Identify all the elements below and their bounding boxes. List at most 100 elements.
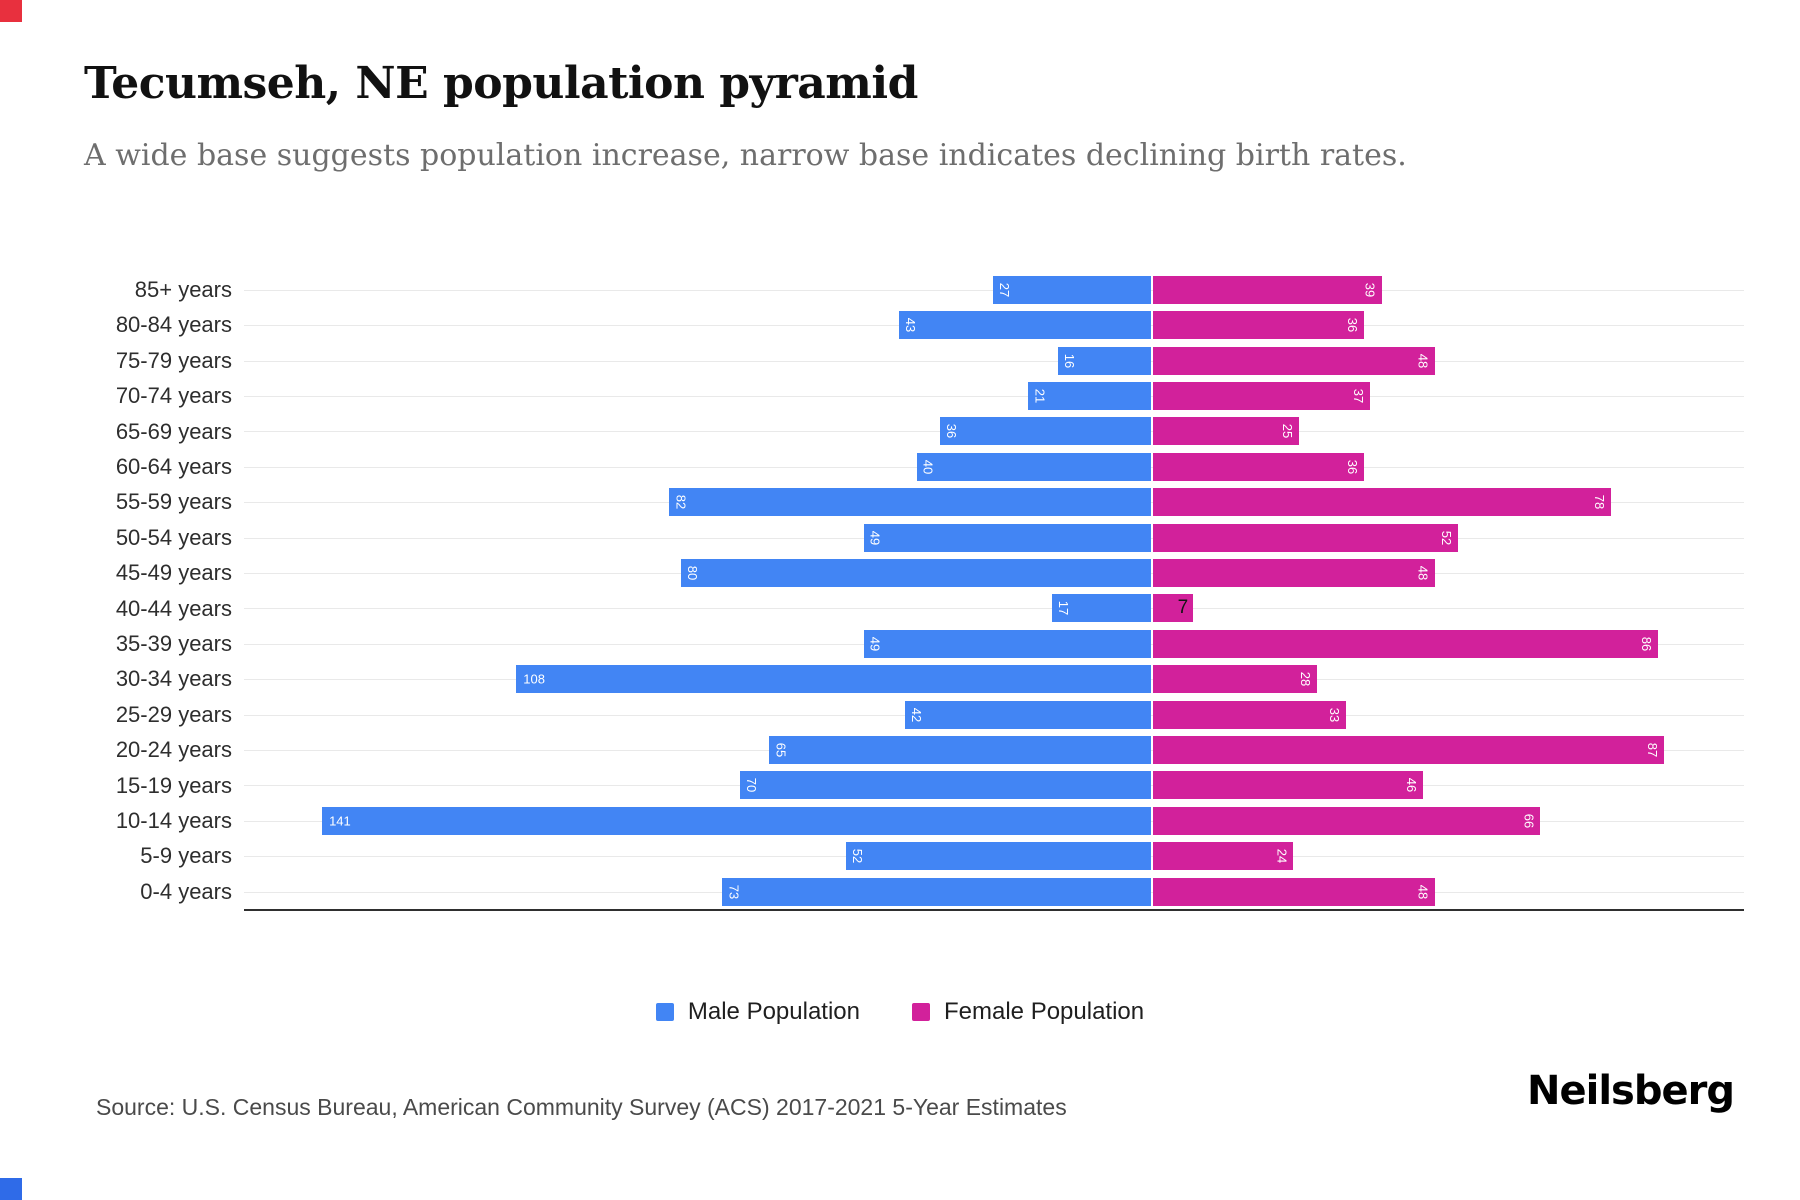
male-bar-value: 52 xyxy=(849,848,865,864)
female-bar-value: 78 xyxy=(1592,494,1608,510)
age-group-label: 35-39 years xyxy=(115,631,232,656)
legend: Male Population Female Population xyxy=(0,998,1800,1026)
gridline xyxy=(244,608,1744,610)
brand-logo: Neilsberg xyxy=(1527,1068,1735,1114)
male-bar: 17 xyxy=(1051,594,1151,623)
age-group-label: 25-29 years xyxy=(115,701,232,727)
age-group-label: 80-84 years xyxy=(115,312,232,338)
female-bar: 48 xyxy=(1153,346,1435,375)
chart-title: Tecumseh, NE population pyramid xyxy=(84,58,918,109)
female-bar-value: 28 xyxy=(1297,671,1313,687)
male-bar-value: 65 xyxy=(773,742,789,758)
male-bar: 80 xyxy=(681,558,1151,587)
age-group-label: 50-54 years xyxy=(115,524,232,550)
age-group-label: 40-44 years xyxy=(115,595,232,621)
female-bar-value: 24 xyxy=(1274,848,1290,864)
male-bar: 21 xyxy=(1028,381,1151,410)
female-legend-label: Female Population xyxy=(944,998,1145,1025)
top-left-accent-square xyxy=(0,0,22,22)
female-bar-value: 7 xyxy=(1177,597,1189,619)
age-group-label: 60-64 years xyxy=(115,454,232,479)
female-bar-value: 46 xyxy=(1403,778,1419,793)
female-bar-value: 48 xyxy=(1415,353,1431,368)
female-legend-swatch xyxy=(912,1003,930,1021)
age-group-label: 85+ years xyxy=(134,277,232,302)
female-bar: 24 xyxy=(1153,842,1294,871)
female-bar: 37 xyxy=(1153,381,1370,410)
female-bar: 78 xyxy=(1153,488,1612,517)
female-bar-value: 36 xyxy=(1344,459,1360,474)
female-bar: 66 xyxy=(1153,806,1541,835)
age-group-label: 30-34 years xyxy=(115,666,232,692)
female-bar: 52 xyxy=(1153,523,1459,552)
male-bar: 40 xyxy=(916,452,1151,481)
male-bar-value: 43 xyxy=(902,317,918,333)
male-bar: 108 xyxy=(516,665,1151,694)
male-bar-value: 49 xyxy=(867,530,883,545)
legend-item-female[interactable]: Female Population xyxy=(912,998,1144,1026)
age-group-label: 0-4 years xyxy=(140,878,232,904)
male-bar: 73 xyxy=(722,877,1151,906)
male-bar-value: 36 xyxy=(944,424,960,439)
male-bar-value: 108 xyxy=(523,671,545,687)
male-bar-value: 40 xyxy=(920,459,936,474)
male-bar-value: 42 xyxy=(908,707,924,722)
female-bar-value: 37 xyxy=(1350,388,1366,404)
female-bar: 87 xyxy=(1153,735,1665,764)
male-legend-swatch xyxy=(655,1003,674,1021)
age-axis-labels: 85+ years 80-84 years 75-79 years 70-74 yea… xyxy=(0,272,232,909)
female-bar-value: 48 xyxy=(1415,884,1431,899)
age-group-label: 20-24 years xyxy=(115,737,232,763)
male-bar-value: 82 xyxy=(673,494,689,510)
male-legend-label: Male Population xyxy=(687,998,860,1025)
female-bar-value: 86 xyxy=(1639,636,1655,651)
male-bar: 49 xyxy=(863,629,1151,658)
male-bar-value: 21 xyxy=(1032,388,1048,404)
female-bar-value: 36 xyxy=(1344,317,1360,333)
female-bar: 28 xyxy=(1153,665,1317,694)
gridline xyxy=(244,360,1744,362)
male-bar-value: 80 xyxy=(685,565,701,581)
male-bar: 52 xyxy=(845,842,1151,871)
female-bar: 48 xyxy=(1153,877,1435,906)
bottom-left-accent-square xyxy=(0,1178,22,1200)
plot-area: 27 39 43 36 16 48 21 37 36 25 40 36 82 78 49 52 80 48 17 7 4… xyxy=(244,272,1744,911)
gridline xyxy=(244,395,1744,397)
age-group-label: 65-69 years xyxy=(115,418,232,444)
male-bar-value: 27 xyxy=(997,282,1013,297)
male-bar-value: 49 xyxy=(867,636,883,651)
female-bar-value: 25 xyxy=(1280,424,1296,439)
age-group-label: 10-14 years xyxy=(115,808,232,833)
age-group-label: 5-9 years xyxy=(140,843,232,869)
male-bar: 49 xyxy=(863,523,1151,552)
male-bar: 42 xyxy=(904,700,1151,729)
female-bar-value: 66 xyxy=(1521,813,1537,828)
age-group-label: 75-79 years xyxy=(115,347,232,373)
female-bar: 36 xyxy=(1153,311,1364,340)
female-bar: 36 xyxy=(1153,452,1364,481)
male-bar: 36 xyxy=(940,417,1151,446)
male-bar: 27 xyxy=(993,275,1151,304)
female-bar: 33 xyxy=(1153,700,1347,729)
source-attribution: Source: U.S. Census Bureau, American Com… xyxy=(96,1094,1067,1120)
legend-item-male[interactable]: Male Population xyxy=(655,998,860,1026)
age-group-label: 55-59 years xyxy=(115,489,232,515)
age-group-label: 45-49 years xyxy=(115,560,232,586)
female-bar: 48 xyxy=(1153,558,1435,587)
female-bar-value: 39 xyxy=(1362,282,1378,297)
female-bar: 25 xyxy=(1153,417,1300,446)
male-bar-value: 73 xyxy=(726,884,742,899)
male-bar: 70 xyxy=(739,771,1151,800)
age-group-label: 15-19 years xyxy=(115,772,232,798)
female-bar-value: 87 xyxy=(1645,742,1661,758)
female-bar: 7 xyxy=(1153,594,1194,623)
female-bar: 39 xyxy=(1153,275,1382,304)
female-bar-value: 33 xyxy=(1327,707,1343,722)
male-bar: 82 xyxy=(669,488,1151,517)
female-bar: 46 xyxy=(1153,771,1423,800)
female-bar-value: 48 xyxy=(1415,565,1431,581)
male-bar: 43 xyxy=(898,311,1151,340)
age-group-label: 70-74 years xyxy=(115,383,232,409)
chart-subtitle: A wide base suggests population increase… xyxy=(84,138,1407,173)
